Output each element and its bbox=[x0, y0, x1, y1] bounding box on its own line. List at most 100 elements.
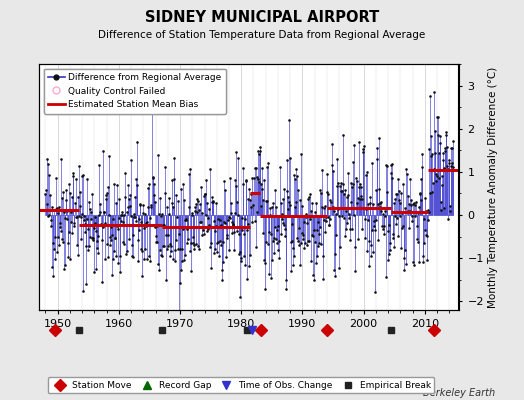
Point bbox=[51, 256, 59, 262]
Point bbox=[297, 240, 305, 246]
Point bbox=[149, 181, 158, 188]
Point bbox=[346, 226, 355, 232]
Point bbox=[166, 253, 174, 259]
Point bbox=[306, 191, 314, 197]
Point bbox=[115, 214, 123, 221]
Point bbox=[134, 237, 142, 244]
Point bbox=[299, 232, 307, 238]
Point bbox=[355, 184, 363, 190]
Point bbox=[414, 238, 422, 245]
Point bbox=[110, 248, 118, 254]
Point bbox=[234, 155, 243, 161]
Point bbox=[278, 216, 286, 222]
Point bbox=[235, 251, 244, 258]
Point bbox=[376, 204, 385, 210]
Point bbox=[344, 170, 353, 176]
Point bbox=[346, 236, 354, 243]
Point bbox=[108, 232, 116, 238]
Point bbox=[58, 236, 67, 242]
Point bbox=[187, 240, 195, 246]
Point bbox=[255, 178, 263, 185]
Point bbox=[68, 230, 76, 236]
Point bbox=[184, 204, 193, 210]
Point bbox=[349, 158, 357, 165]
Point bbox=[100, 209, 108, 216]
Point bbox=[433, 113, 442, 120]
Point bbox=[124, 182, 132, 188]
Point bbox=[249, 202, 257, 208]
Point bbox=[95, 162, 104, 168]
Point bbox=[140, 225, 148, 231]
Point bbox=[75, 212, 83, 219]
Point bbox=[400, 255, 408, 261]
Point bbox=[218, 277, 226, 284]
Point bbox=[359, 149, 367, 156]
Point bbox=[422, 231, 431, 238]
Point bbox=[314, 219, 322, 225]
Point bbox=[267, 275, 275, 281]
Point bbox=[447, 145, 456, 151]
Point bbox=[253, 174, 261, 180]
Point bbox=[241, 216, 249, 223]
Point bbox=[81, 220, 90, 227]
Point bbox=[405, 201, 413, 207]
Point bbox=[268, 204, 277, 210]
Point bbox=[43, 201, 52, 208]
Point bbox=[424, 206, 432, 213]
Point bbox=[71, 200, 79, 206]
Point bbox=[405, 225, 413, 231]
Point bbox=[448, 160, 456, 167]
Point bbox=[159, 243, 167, 249]
Point bbox=[188, 210, 196, 216]
Point bbox=[165, 194, 173, 201]
Point bbox=[323, 170, 331, 177]
Point bbox=[173, 214, 181, 220]
Point bbox=[191, 208, 200, 214]
Point bbox=[172, 237, 181, 244]
Point bbox=[265, 271, 273, 278]
Point bbox=[319, 252, 328, 259]
Point bbox=[432, 114, 441, 120]
Point bbox=[263, 198, 271, 205]
Point bbox=[300, 219, 309, 226]
Point bbox=[70, 223, 78, 229]
Point bbox=[415, 259, 423, 265]
Point bbox=[348, 226, 356, 233]
Point bbox=[430, 150, 439, 156]
Point bbox=[158, 211, 167, 217]
Point bbox=[53, 249, 61, 256]
Point bbox=[118, 211, 126, 218]
Point bbox=[71, 176, 80, 182]
Point bbox=[61, 214, 70, 221]
Point bbox=[381, 161, 390, 168]
Point bbox=[390, 243, 398, 250]
Point bbox=[55, 204, 63, 211]
Point bbox=[435, 133, 444, 139]
Point bbox=[264, 241, 272, 248]
Point bbox=[388, 234, 397, 241]
Point bbox=[374, 237, 383, 243]
Point bbox=[118, 208, 127, 215]
Point bbox=[303, 238, 312, 244]
Point bbox=[159, 222, 168, 228]
Point bbox=[63, 208, 71, 214]
Point bbox=[70, 220, 79, 226]
Point bbox=[136, 202, 145, 208]
Point bbox=[243, 226, 251, 233]
Point bbox=[197, 184, 205, 191]
Point bbox=[208, 199, 216, 206]
Point bbox=[402, 261, 411, 267]
Point bbox=[426, 93, 434, 100]
Point bbox=[345, 214, 354, 221]
Point bbox=[94, 250, 102, 256]
Point bbox=[132, 218, 140, 224]
Point bbox=[141, 223, 150, 229]
Point bbox=[199, 226, 207, 233]
Point bbox=[105, 234, 114, 240]
Point bbox=[375, 185, 384, 192]
Point bbox=[104, 254, 112, 261]
Point bbox=[111, 235, 119, 241]
Point bbox=[288, 238, 297, 244]
Point bbox=[382, 274, 390, 280]
Point bbox=[354, 139, 363, 145]
